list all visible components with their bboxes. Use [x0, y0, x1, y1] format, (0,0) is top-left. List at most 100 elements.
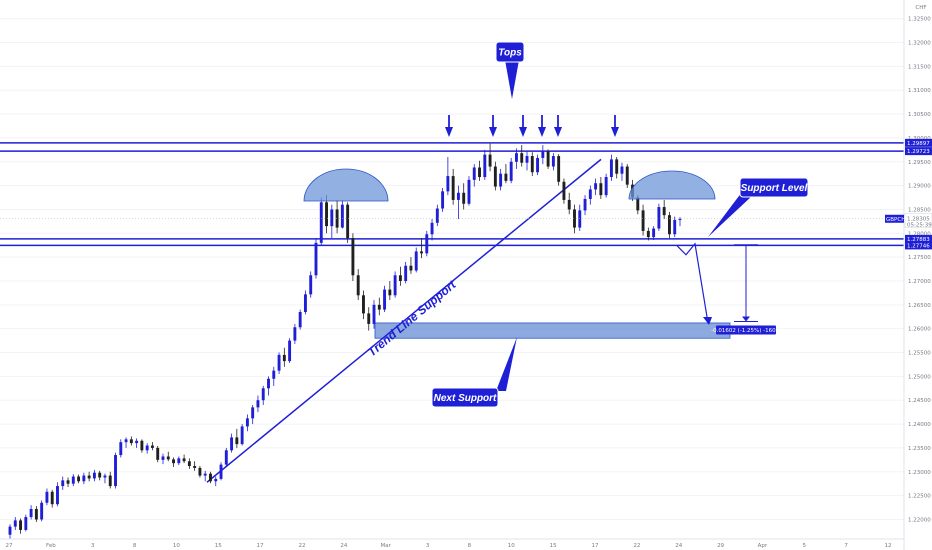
time-tick: 10	[508, 543, 515, 549]
level-price-tag	[905, 138, 932, 147]
countdown-label: 05:25:39	[907, 222, 932, 228]
price-tick: 1.32000	[908, 41, 931, 47]
head-dome-left	[303, 168, 389, 202]
top-arrow-head	[538, 127, 546, 137]
candle-body	[245, 418, 249, 427]
top-arrow-head	[611, 127, 619, 137]
time-tick: 12	[885, 543, 892, 549]
time-tick: 8	[133, 543, 137, 549]
candle-body	[124, 439, 128, 443]
candle-body	[641, 210, 645, 231]
candle-body	[567, 199, 571, 210]
price-tick: 1.23500	[908, 446, 931, 452]
candle-body	[272, 370, 276, 379]
candle-body	[177, 458, 181, 464]
candle-body	[467, 179, 471, 204]
last-price-tag	[904, 213, 932, 229]
candle-body	[456, 192, 460, 200]
price-tick: 1.25500	[908, 351, 931, 357]
price-tick: 1.29000	[908, 184, 931, 190]
candle-body	[303, 294, 307, 312]
support-zone[interactable]	[374, 322, 731, 339]
time-tick: 3	[426, 543, 430, 549]
measure-label: -0.01602 (-1.25%) -160.2	[711, 328, 781, 334]
candle-body	[414, 251, 418, 271]
candle-body	[325, 202, 328, 227]
trend-line-support[interactable]	[206, 158, 602, 483]
time-tick: 17	[592, 543, 599, 549]
candle-body	[187, 461, 191, 467]
candle-body	[383, 289, 387, 310]
candle-body	[573, 209, 576, 228]
candle-body	[56, 486, 59, 505]
candle-body	[98, 472, 102, 478]
candle-body	[451, 176, 455, 200]
tops-callout-label: Tops	[498, 48, 522, 59]
time-axis: 27 Feb 3 8 10 15 17 22 24 Mar 3 8 10 15 17 22 24 29 Apr 5 7 1…	[6, 543, 892, 549]
top-arrow-head	[519, 127, 527, 137]
time-tick: Mar	[381, 543, 392, 549]
candle-body	[351, 238, 355, 276]
last-price-label: 1.28305	[907, 216, 930, 222]
tops-callout-pointer	[505, 60, 519, 99]
candle-body	[209, 473, 212, 482]
candle-body	[156, 447, 160, 460]
time-tick: 22	[299, 543, 306, 549]
candle-body	[620, 166, 624, 174]
candle-body	[372, 304, 376, 324]
price-tick: 1.22500	[908, 494, 931, 500]
candle-body	[356, 275, 360, 296]
candle-body	[346, 204, 350, 239]
candle-body	[499, 173, 503, 187]
candle-body	[288, 340, 292, 362]
candle-body	[377, 304, 381, 310]
support-level-callout-pointer	[708, 188, 752, 237]
candle-body	[551, 156, 555, 167]
candle-body	[662, 207, 666, 216]
candle-body	[261, 388, 265, 401]
candle-body	[309, 275, 313, 295]
candle-body	[71, 476, 75, 484]
candle-body	[599, 183, 603, 196]
candle-body	[636, 197, 640, 211]
symbol-tag	[885, 214, 904, 223]
support-level-callout[interactable]: Support Level	[708, 177, 809, 237]
tops-callout[interactable]: Tops	[495, 41, 525, 99]
time-tick: 17	[257, 543, 264, 549]
top-arrow-head	[554, 127, 562, 137]
time-tick: 27	[6, 543, 13, 549]
candle-body	[24, 517, 28, 530]
next-support-callout[interactable]: Next Support	[431, 337, 517, 408]
candle-body	[66, 480, 70, 484]
tops-callout-box	[495, 41, 525, 63]
candle-body	[235, 437, 239, 445]
candle-body	[525, 156, 529, 163]
time-tick: 15	[550, 543, 557, 549]
candle-body	[546, 151, 550, 167]
candle-body	[330, 209, 334, 227]
horizontal-levels[interactable]	[0, 142, 904, 247]
top-arrow-head	[489, 127, 497, 137]
price-tick: 1.31500	[908, 64, 931, 70]
candle-body	[530, 156, 534, 173]
price-tick: 1.23000	[908, 470, 931, 476]
price-tick: 1.26500	[908, 303, 931, 309]
candle-body	[446, 176, 450, 192]
candle-body	[40, 502, 44, 520]
candle-body	[282, 354, 286, 362]
candle-body	[8, 526, 12, 535]
candle-body	[82, 475, 86, 482]
candle-body	[657, 207, 661, 229]
level-price-tag	[905, 147, 932, 156]
candle-body	[314, 242, 318, 276]
candle-body	[77, 476, 81, 482]
support-level-callout-box	[739, 177, 809, 198]
candle-body	[198, 467, 202, 476]
top-arrow-head	[445, 127, 453, 137]
candle-body	[388, 289, 392, 296]
candle-body	[87, 475, 91, 479]
symbol-tag-label: GBPCHF	[886, 217, 909, 223]
candle-body	[240, 426, 244, 445]
